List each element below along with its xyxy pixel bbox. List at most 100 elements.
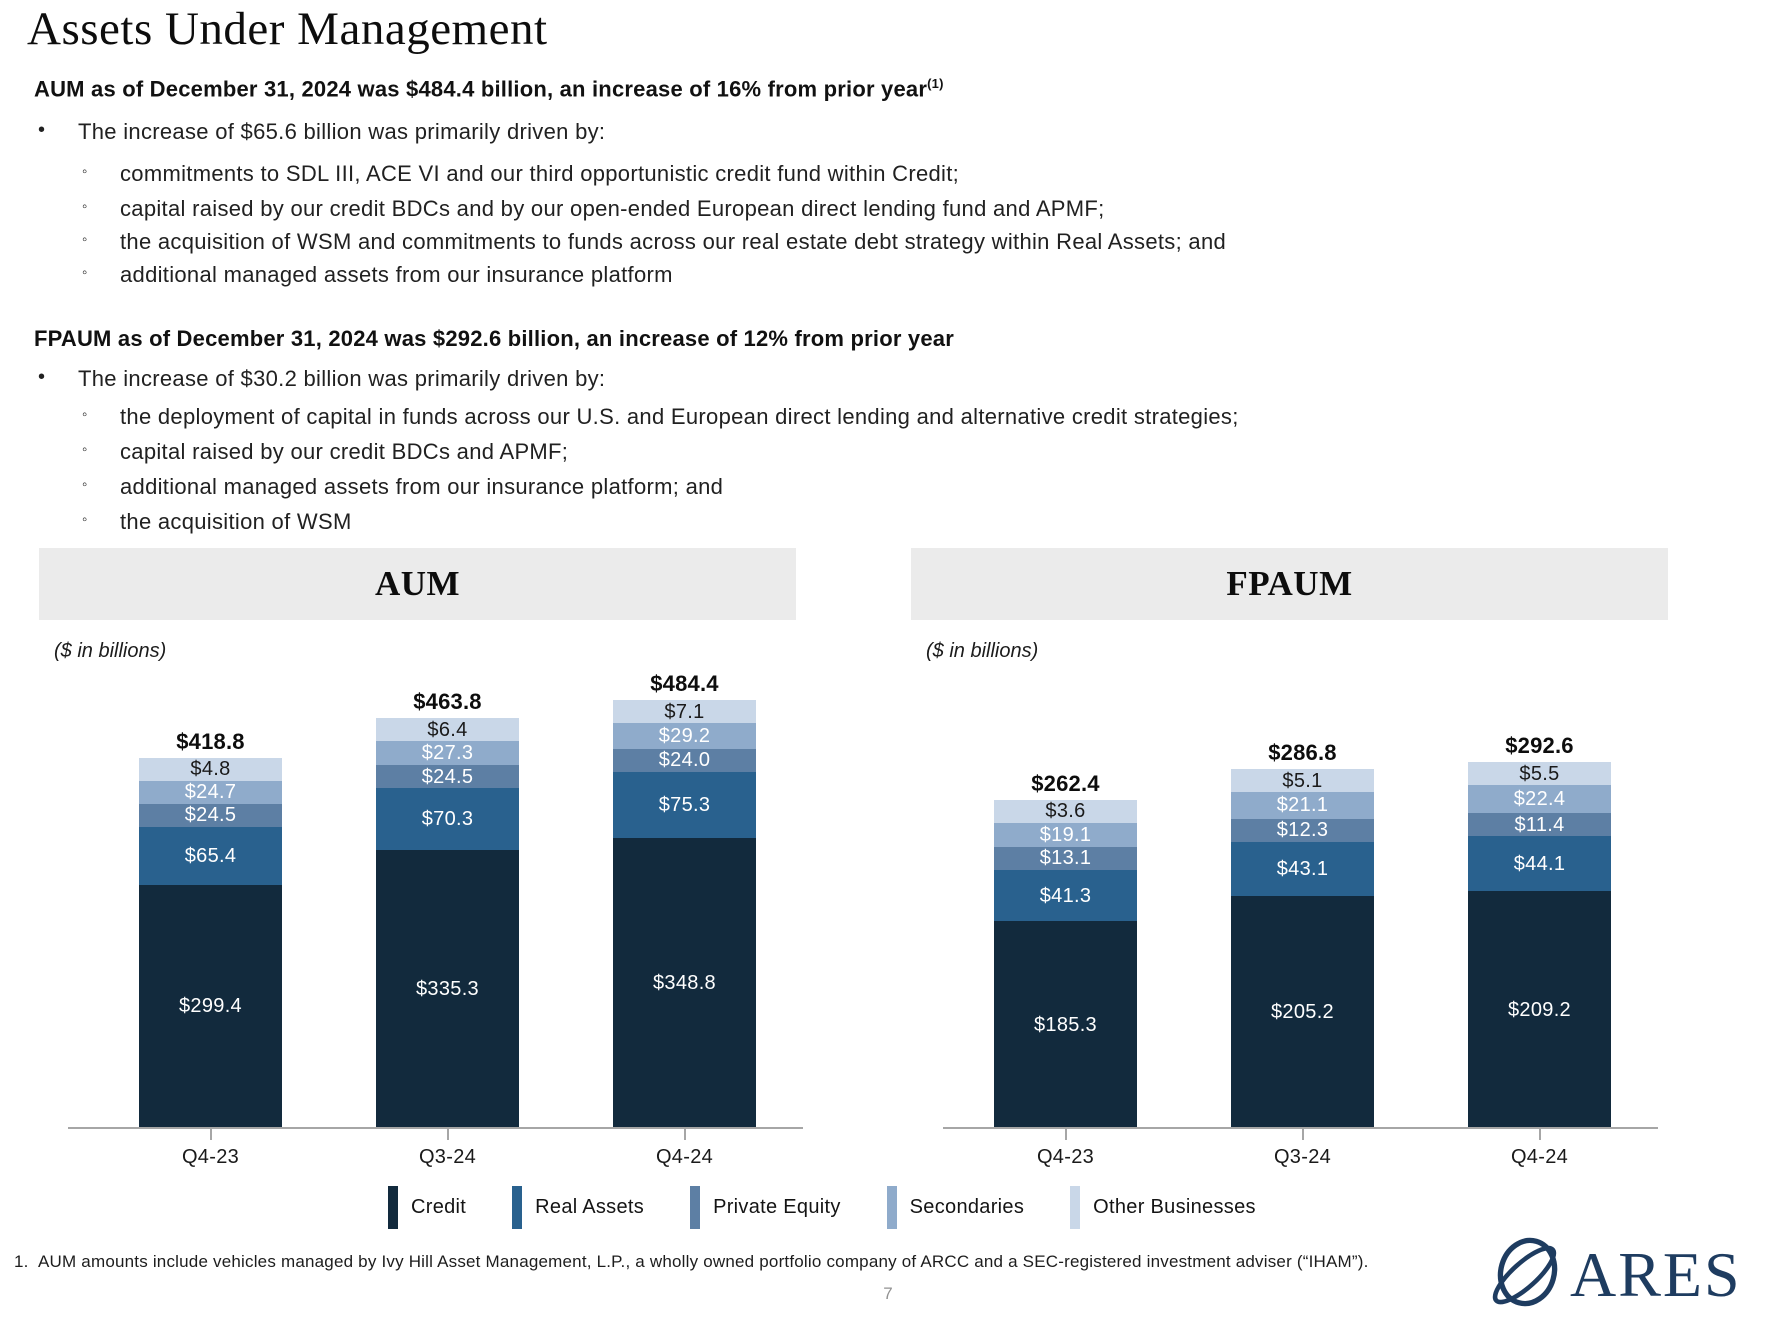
fpaum-sub-bullet-text: additional managed assets from our insur… [120, 474, 724, 499]
bar-segment-private-equity: $24.5 [376, 765, 519, 789]
bar-segment-other-businesses: $3.6 [994, 799, 1137, 823]
bar-segment-private-equity: $12.3 [1231, 818, 1374, 842]
legend-color-chip [1070, 1186, 1081, 1229]
sub-bullet-marker: ◦ [82, 231, 88, 248]
bar-stack: $5.1 $21.1 $12.3 $43.1 $205.2 [1231, 769, 1374, 1128]
legend-label: Credit [411, 1196, 467, 1218]
fpaum-heading-text: FPAUM as of December 31, 2024 was $292.6… [34, 326, 954, 351]
x-axis-label: Q3-24 [1273, 1146, 1332, 1168]
bar-segment-credit: $185.3 [994, 921, 1137, 1128]
aum-chart-title: AUM [374, 564, 461, 603]
x-axis-label: Q4-23 [1036, 1146, 1095, 1168]
aum-units-label: ($ in billions) [54, 640, 167, 662]
sub-bullet-marker: ◦ [82, 163, 88, 180]
bar-column: $484.4 $7.1 $29.2 $24.0 $75.3 $348.8 [613, 671, 756, 1128]
fpaum-sub-bullet-text: capital raised by our credit BDCs and AP… [120, 439, 569, 464]
fpaum-sub-bullet-text: the acquisition of WSM [120, 509, 352, 534]
fpaum-chart-bars: $262.4 $3.6 $19.1 $13.1 $41.3 $185.3 $286.8 $5.… [911, 660, 1668, 1128]
x-axis-category: Q3-24 [1231, 1129, 1374, 1169]
legend-item: Secondaries [886, 1186, 1025, 1229]
bar-segment-private-equity: $24.5 [139, 803, 282, 827]
x-axis-category: Q4-24 [613, 1129, 756, 1169]
bar-stack: $3.6 $19.1 $13.1 $41.3 $185.3 [994, 799, 1137, 1128]
x-axis-label: Q4-24 [655, 1146, 714, 1168]
fpaum-chart-panel: FPAUM ($ in billions) $262.4 $3.6 $19.1 $13… [911, 548, 1668, 1168]
legend-item: Private Equity [690, 1186, 841, 1229]
bar-segment-credit: $209.2 [1468, 891, 1611, 1128]
bar-segment-real-assets: $75.3 [613, 771, 756, 839]
bar-segment-private-equity: $13.1 [994, 846, 1137, 870]
ares-globe-icon [1488, 1228, 1564, 1321]
bar-stack: $5.5 $22.4 $11.4 $44.1 $209.2 [1468, 762, 1611, 1128]
bar-column: $286.8 $5.1 $21.1 $12.3 $43.1 $205.2 [1231, 740, 1374, 1128]
bar-segment-real-assets: $65.4 [139, 826, 282, 885]
bar-segment-other-businesses: $6.4 [376, 718, 519, 742]
x-axis-category: Q3-24 [376, 1129, 519, 1169]
fpaum-bullet-text: The increase of $30.2 billion was primar… [78, 366, 606, 391]
legend-label: Secondaries [909, 1196, 1025, 1218]
bar-segment-real-assets: $44.1 [1468, 836, 1611, 892]
axis-tick [683, 1129, 686, 1140]
page-title: Assets Under Management [27, 3, 548, 55]
bar-segment-private-equity: $24.0 [613, 748, 756, 772]
legend-item: Other Businesses [1070, 1186, 1256, 1229]
footnote-text: AUM amounts include vehicles managed by … [38, 1252, 1369, 1271]
fpaum-x-axis-labels: Q4-23 Q3-24 Q4-24 [911, 1129, 1668, 1169]
fpaum-chart-title: FPAUM [1226, 564, 1353, 603]
x-axis-label: Q3-24 [418, 1146, 477, 1168]
aum-x-axis-line [68, 1127, 803, 1129]
bar-segment-other-businesses: $4.8 [139, 757, 282, 781]
sub-bullet-marker: ◦ [82, 476, 88, 493]
bar-segment-secondaries: $22.4 [1468, 785, 1611, 814]
bar-column: $262.4 $3.6 $19.1 $13.1 $41.3 $185.3 [994, 771, 1137, 1128]
bar-segment-credit: $348.8 [613, 838, 756, 1128]
aum-heading: AUM as of December 31, 2024 was $484.4 b… [34, 76, 944, 102]
footnote: 1. AUM amounts include vehicles managed b… [14, 1252, 1369, 1272]
legend-label: Real Assets [535, 1196, 645, 1218]
bar-total-label: $286.8 [1268, 740, 1337, 766]
legend-label: Private Equity [713, 1196, 841, 1218]
bar-segment-other-businesses: $5.5 [1468, 762, 1611, 785]
aum-chart-bars: $418.8 $4.8 $24.7 $24.5 $65.4 $299.4 $463.8 $6.… [39, 660, 796, 1128]
bar-total-label: $418.8 [176, 728, 245, 754]
sub-bullet-marker: ◦ [82, 441, 88, 458]
aum-chart: $418.8 $4.8 $24.7 $24.5 $65.4 $299.4 $463.8 $6.… [39, 660, 803, 1168]
ares-wordmark: ARES [1570, 1238, 1742, 1310]
bar-segment-credit: $299.4 [139, 884, 282, 1128]
x-axis-label: Q4-23 [181, 1146, 240, 1168]
bar-column: $292.6 $5.5 $22.4 $11.4 $44.1 $209.2 [1468, 733, 1611, 1128]
fpaum-x-axis-line [943, 1127, 1658, 1129]
bar-stack: $7.1 $29.2 $24.0 $75.3 $348.8 [613, 700, 756, 1128]
bar-column: $418.8 $4.8 $24.7 $24.5 $65.4 $299.4 [139, 729, 282, 1128]
bar-segment-other-businesses: $7.1 [613, 700, 756, 723]
aum-sub-bullet-text: additional managed assets from our insur… [120, 262, 673, 287]
bar-segment-credit: $335.3 [376, 850, 519, 1128]
aum-sub-bullet-text: commitments to SDL III, ACE VI and our t… [120, 161, 960, 186]
fpaum-chart: $262.4 $3.6 $19.1 $13.1 $41.3 $185.3 $286.8 $5.… [911, 660, 1668, 1168]
sub-bullet-marker: ◦ [82, 511, 88, 528]
axis-tick [1538, 1129, 1541, 1140]
aum-chart-title-box: AUM [39, 548, 796, 620]
bar-segment-real-assets: $41.3 [994, 869, 1137, 922]
sub-bullet-marker: ◦ [82, 198, 88, 215]
bar-segment-secondaries: $21.1 [1231, 792, 1374, 819]
bar-segment-real-assets: $70.3 [376, 788, 519, 851]
axis-tick [1301, 1129, 1304, 1140]
legend: Credit Real Assets Private Equity Secondari… [388, 1186, 1256, 1229]
bar-segment-secondaries: $24.7 [139, 780, 282, 804]
bar-total-label: $262.4 [1031, 770, 1100, 796]
axis-tick [446, 1129, 449, 1140]
bar-column: $463.8 $6.4 $27.3 $24.5 $70.3 $335.3 [376, 689, 519, 1128]
fpaum-sub-bullet-text: the deployment of capital in funds acros… [120, 404, 1239, 429]
bar-total-label: $292.6 [1505, 733, 1574, 758]
aum-x-axis-labels: Q4-23 Q3-24 Q4-24 [39, 1129, 796, 1169]
ares-logo: ARES [1488, 1228, 1742, 1321]
bar-segment-private-equity: $11.4 [1468, 813, 1611, 837]
bullet-marker: • [38, 119, 46, 141]
footnote-index: 1. [14, 1252, 29, 1271]
legend-color-chip [512, 1186, 523, 1229]
fpaum-chart-title-box: FPAUM [911, 548, 1668, 620]
bar-segment-credit: $205.2 [1231, 895, 1374, 1128]
bar-stack: $6.4 $27.3 $24.5 $70.3 $335.3 [376, 718, 519, 1128]
